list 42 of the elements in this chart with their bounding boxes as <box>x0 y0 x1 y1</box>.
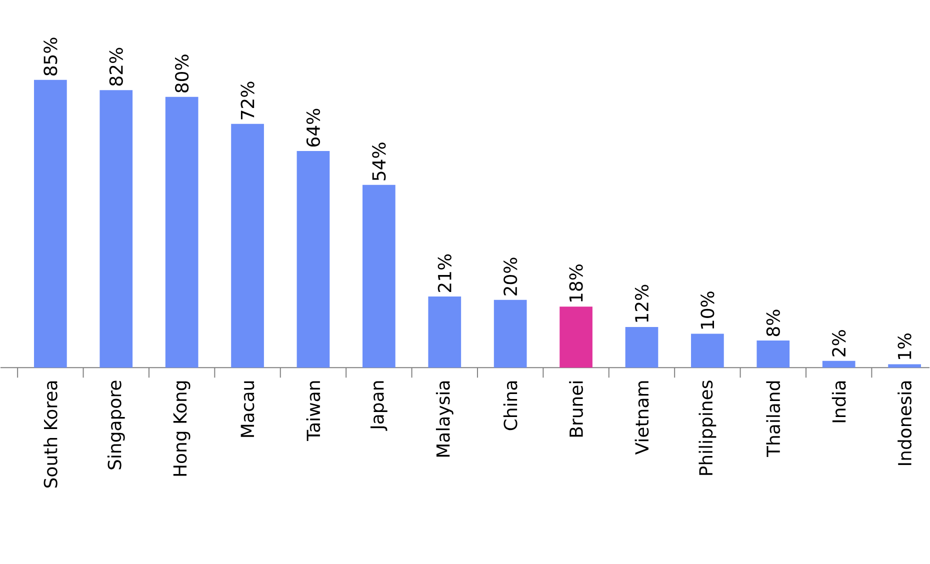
bar <box>100 90 133 368</box>
data-label: 80% <box>175 54 189 92</box>
data-label: 54% <box>372 142 386 180</box>
data-label: 12% <box>634 284 649 322</box>
data-label: 21% <box>438 254 452 292</box>
bar <box>822 360 856 368</box>
x-tick-label: Thailand <box>766 381 780 457</box>
data-label: 85% <box>44 38 58 76</box>
bar <box>165 96 198 368</box>
data-label: 8% <box>766 310 780 336</box>
bar <box>888 364 921 368</box>
x-tick-label: Vietnam <box>634 381 649 454</box>
bar <box>560 306 592 368</box>
bar <box>296 150 330 368</box>
x-tick-label: Hong Kong <box>173 381 190 476</box>
data-label: 64% <box>306 108 320 146</box>
bar <box>494 300 527 368</box>
x-tick-label: Indonesia <box>898 381 912 465</box>
x-tick-label: South Korea <box>43 381 58 488</box>
x-tick-label: China <box>503 381 518 430</box>
bar <box>362 184 396 368</box>
x-tick-label: Singapore <box>107 380 125 470</box>
x-tick-label: Brunei <box>569 381 583 436</box>
x-tick-label: India <box>832 381 846 422</box>
data-label: 72% <box>240 82 254 120</box>
bar <box>34 80 67 368</box>
bar <box>756 340 790 368</box>
data-label: 20% <box>504 258 518 296</box>
x-tick-label: Malaysia <box>436 381 454 456</box>
bar <box>625 326 658 368</box>
bar <box>231 124 264 368</box>
x-tick-label: Macau <box>240 381 254 437</box>
x-tick-label: Taiwan <box>306 381 320 441</box>
data-label: 2% <box>832 330 846 356</box>
bar <box>428 296 462 368</box>
bar <box>691 334 724 368</box>
data-label: 1% <box>898 333 912 359</box>
x-tick-label: Philippines <box>698 380 716 475</box>
data-label: 82% <box>109 48 123 86</box>
data-label: 18% <box>569 264 583 302</box>
data-label: 10% <box>700 291 714 328</box>
x-tick-label: Japan <box>370 381 388 431</box>
